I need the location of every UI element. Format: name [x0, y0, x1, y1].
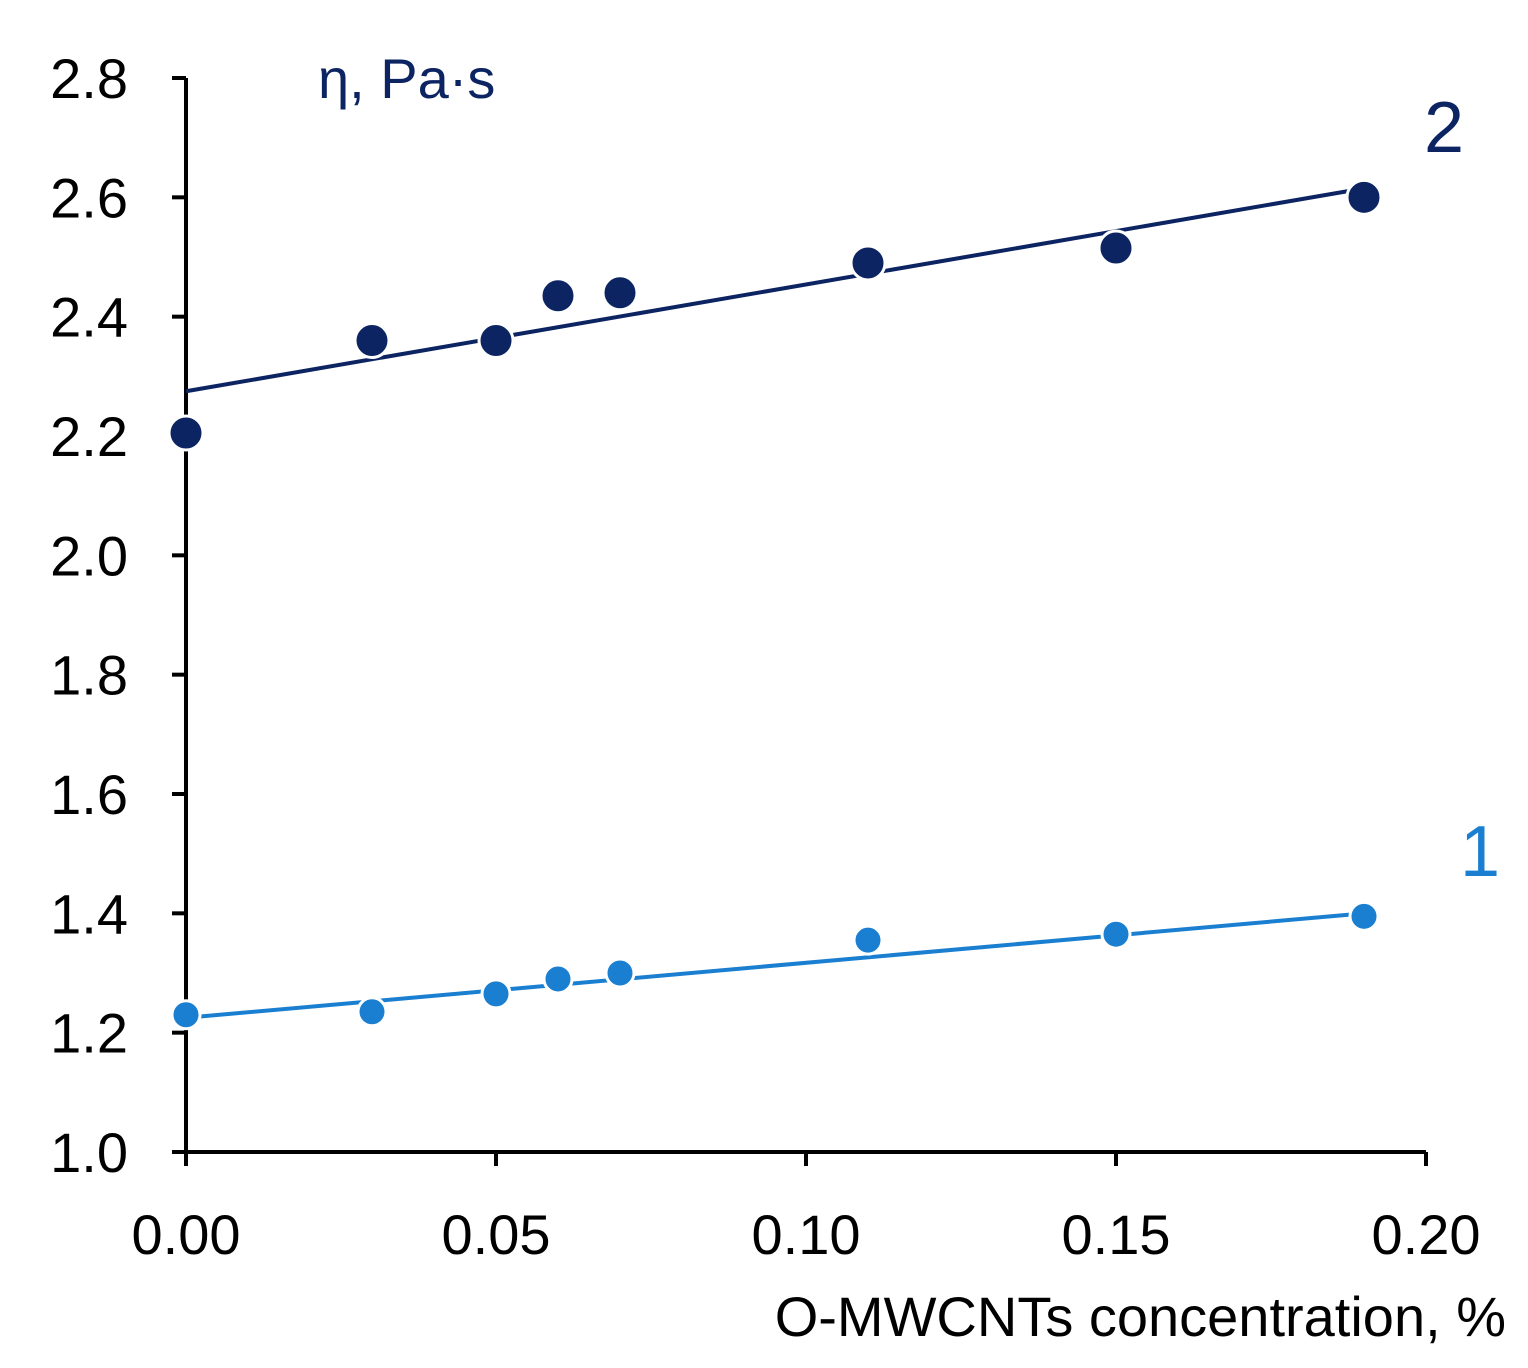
point-series-1	[480, 978, 512, 1010]
y-tick-label: 2.0	[50, 524, 128, 587]
y-tick-label: 1.6	[50, 763, 128, 826]
x-axis-title: O-MWCNTs concentration, %	[775, 1285, 1506, 1348]
data-points	[167, 178, 1383, 1031]
y-tick-label: 2.8	[50, 47, 128, 110]
point-series-2	[849, 244, 887, 282]
axes	[184, 78, 1426, 1154]
y-tick-label: 1.8	[50, 644, 128, 707]
point-series-1	[1348, 900, 1380, 932]
x-tick-label: 0.00	[132, 1203, 241, 1266]
point-series-2	[477, 322, 515, 360]
point-series-2	[1345, 178, 1383, 216]
ticks: 1.0 1.2 1.4 1.6 1.8 2.0 2.2 2.4 2.6 2.8 0.00 0.05 0.…	[50, 47, 1480, 1266]
point-series-1	[604, 957, 636, 989]
point-series-2	[539, 277, 577, 315]
x-tick-label: 0.05	[442, 1203, 551, 1266]
y-tick-label: 2.6	[50, 166, 128, 229]
series-2-label: 2	[1424, 88, 1464, 168]
trendline-series-2	[185, 186, 1365, 394]
y-tick-label: 1.2	[50, 1002, 128, 1065]
point-series-2	[1097, 229, 1135, 267]
point-series-1	[356, 996, 388, 1028]
point-series-2	[353, 322, 391, 360]
x-tick-label: 0.15	[1062, 1203, 1171, 1266]
y-tick-label: 2.4	[50, 286, 128, 349]
y-tick-label: 2.2	[50, 405, 128, 468]
x-tick-label: 0.10	[752, 1203, 861, 1266]
y-tick-label: 1.4	[50, 882, 128, 945]
point-series-1	[542, 963, 574, 995]
point-series-2	[601, 274, 639, 312]
point-series-1	[1100, 918, 1132, 950]
series-1-label: 1	[1460, 812, 1500, 892]
trendlines	[185, 186, 1365, 1020]
x-tick-label: 0.20	[1372, 1203, 1481, 1266]
y-tick-label: 1.0	[50, 1121, 128, 1184]
y-axis-title: η, Pa·s	[318, 47, 495, 110]
point-series-1	[170, 999, 202, 1031]
point-series-2	[167, 414, 205, 452]
point-series-1	[852, 924, 884, 956]
